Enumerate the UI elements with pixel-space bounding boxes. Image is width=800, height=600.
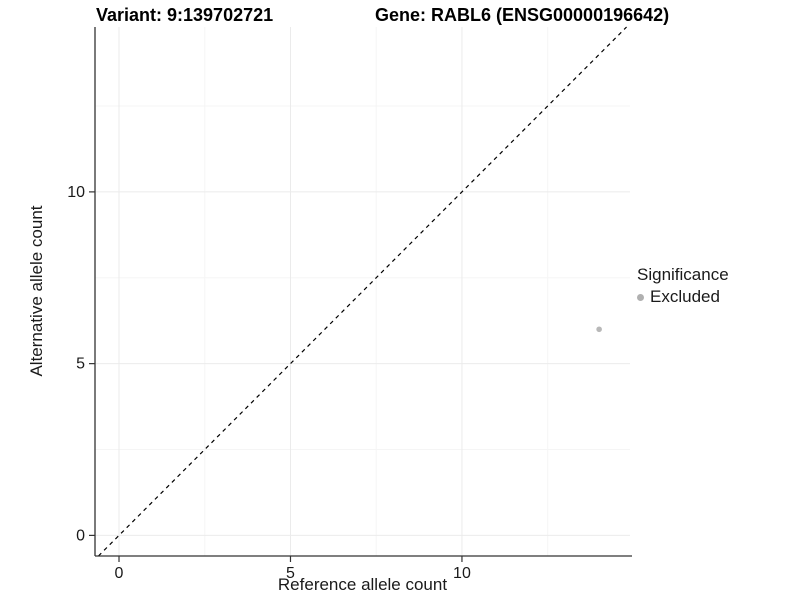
x-tick-label: 5 [286,565,295,582]
legend-title: Significance [637,265,729,284]
y-tick-label: 10 [67,184,85,201]
y-axis-label: Alternative allele count [27,205,46,377]
legend-key-dot-icon [637,293,644,301]
x-axis-label: Reference allele count [277,575,448,594]
plot-title-variant: Variant: 9:139702721 [96,5,274,25]
x-tick-label: 10 [453,565,471,582]
legend: Significance Excluded [637,265,729,307]
legend-item-label: Excluded [650,287,720,306]
plot-title-gene: Gene: RABL6 (ENSG00000196642) [375,5,670,25]
legend-item: Excluded [637,287,729,307]
legend-items: Excluded [637,287,729,307]
y-tick-label: 5 [76,356,85,373]
x-tick-label: 0 [115,565,124,582]
data-point [596,326,602,333]
y-tick-label: 0 [76,527,85,544]
